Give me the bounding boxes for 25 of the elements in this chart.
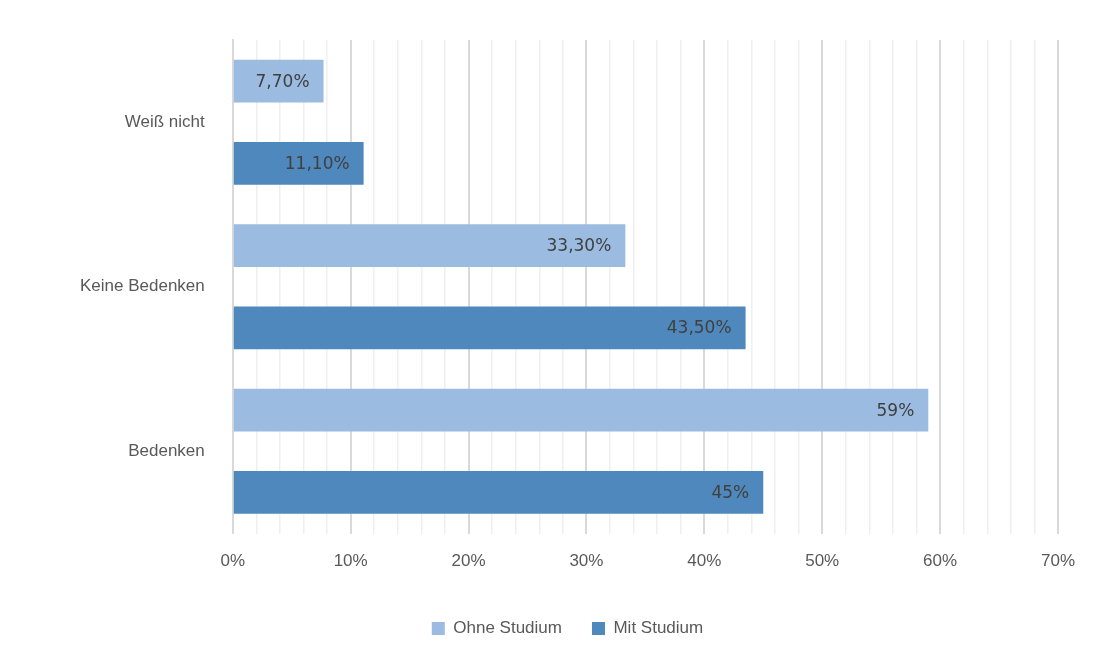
bar	[233, 306, 746, 350]
bar	[233, 471, 764, 514]
x-tick-label: 30%	[569, 551, 604, 571]
bar	[233, 142, 364, 185]
legend-label: Mit Studium	[613, 618, 704, 638]
x-tick-label: 40%	[687, 551, 722, 571]
data-label: 7,70%	[255, 70, 310, 91]
x-tick-label: 50%	[805, 551, 840, 571]
y-tick-label: Bedenken	[128, 441, 205, 461]
data-label: 33,30%	[546, 235, 612, 256]
y-tick-label: Keine Bedenken	[79, 276, 205, 296]
x-tick-label: 0%	[220, 551, 246, 571]
data-label: 43,50%	[666, 317, 732, 338]
x-tick-label: 70%	[1040, 551, 1075, 571]
x-tick-label: 20%	[451, 551, 486, 571]
data-label: 11,10%	[284, 152, 350, 173]
bar	[233, 59, 324, 103]
x-tick-label: 10%	[333, 551, 368, 571]
x-tick-label: 60%	[923, 551, 958, 571]
data-label: 45%	[711, 481, 750, 502]
y-tick-label: Weiß nicht	[124, 111, 206, 131]
legend-label: Ohne Studium	[453, 618, 562, 638]
bar	[233, 224, 626, 268]
data-label: 59%	[876, 399, 915, 420]
bar	[233, 388, 929, 432]
